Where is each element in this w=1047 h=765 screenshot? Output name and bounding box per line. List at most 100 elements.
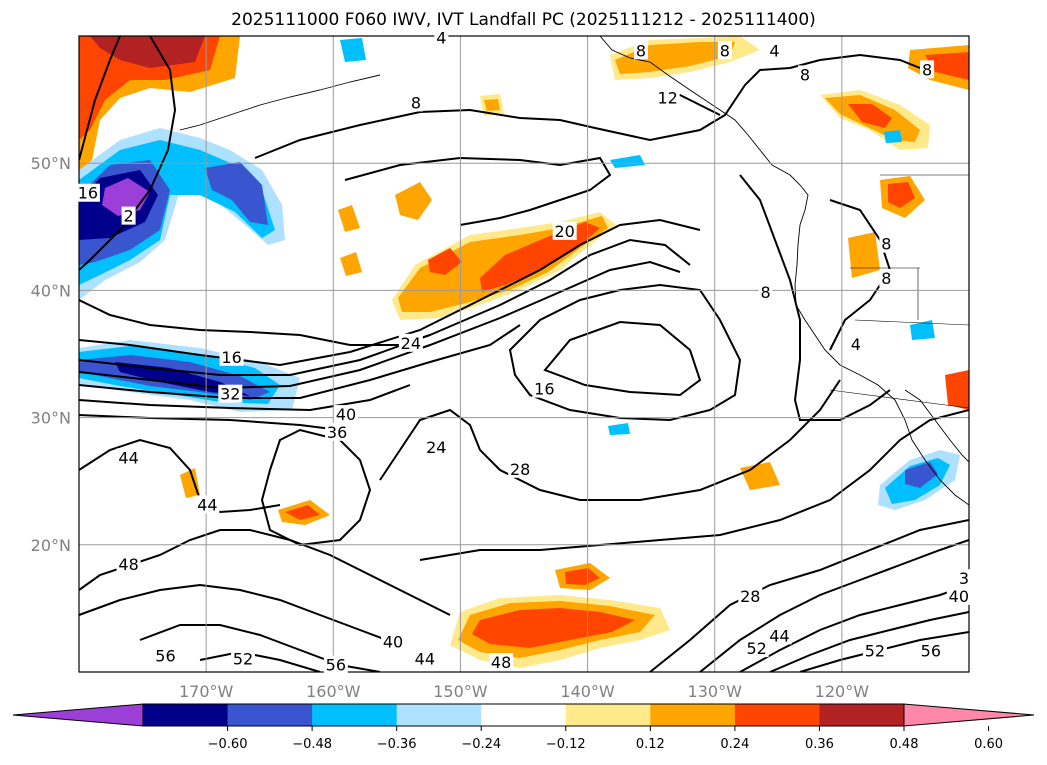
contour-28-south (419, 409, 969, 561)
contour-label: 40 (383, 633, 403, 652)
contour-label-bg (956, 569, 971, 588)
contour-label: 16 (221, 348, 241, 367)
contour-label-bg (920, 60, 935, 79)
contour-label-bg (738, 586, 763, 605)
contour-label: 4 (851, 335, 861, 354)
contour-52 (79, 583, 401, 646)
positive-patch-c1 (395, 182, 432, 220)
contour-label-bg (508, 459, 533, 478)
contour-label: 20 (555, 222, 575, 241)
contour-label: 8 (720, 41, 730, 60)
negative-dot-4 (910, 320, 935, 340)
contour-inner-oval (543, 320, 702, 397)
contour-label: 12 (657, 88, 677, 107)
contour-8-inner (344, 156, 612, 226)
contour-label: 2 (123, 207, 133, 226)
positive-band-south-3 (472, 608, 635, 648)
colorbar-swatch (227, 704, 313, 726)
lon-tick-label: 170°W (179, 682, 234, 701)
colorbar-swatch (312, 704, 398, 726)
lon-tick-label: 160°W (306, 682, 361, 701)
contour-24 (79, 238, 691, 376)
positive-patch-ne1c (848, 104, 892, 128)
contour-16-central (508, 283, 742, 422)
contour-label-bg (655, 88, 680, 107)
colorbar-swatch (143, 704, 229, 726)
contour-label: 28 (510, 460, 530, 479)
coastlines (179, 36, 969, 506)
contour-label: 40 (336, 405, 356, 424)
coastline-baja (894, 399, 969, 506)
contour-label-bg (153, 646, 178, 665)
lat-tick-label: 20°N (31, 536, 71, 555)
contour-label: 8 (922, 60, 932, 79)
contour-label: 56 (155, 647, 175, 666)
contour-label-bg (918, 641, 943, 660)
contour-label: 24 (426, 438, 446, 457)
contour-label: 52 (746, 639, 766, 658)
contour-label: 56 (326, 656, 346, 675)
contour-label: 52 (233, 649, 253, 668)
negative-dot-1 (610, 155, 645, 168)
positive-patch-ne5 (848, 232, 880, 278)
aleutian-islands (179, 74, 381, 131)
contour-label-bg (424, 438, 449, 457)
lon-tick-label: 120°W (815, 682, 870, 701)
colorbar-extend-low (12, 703, 144, 727)
colorbar: −0.60 −0.48 −0.36 −0.24 −0.12 0.12 0.24 0.36 0.4… (12, 703, 1035, 752)
contour-label-bg (532, 379, 557, 398)
contour-label: 8 (881, 269, 891, 288)
contour-label-bg (552, 221, 577, 240)
contour-16-west (79, 299, 431, 346)
contour-se-2 (769, 611, 969, 672)
contour-se-5 (649, 519, 969, 672)
contour-label-bg (116, 555, 141, 574)
contour-label-bg (633, 41, 648, 60)
contour-label-bg (381, 632, 406, 651)
positive-streak-ar-4 (428, 248, 462, 275)
contour-label-bg (121, 206, 136, 225)
coastline-california (795, 304, 896, 401)
contour-label-bg (195, 495, 220, 514)
contour-label-bg (323, 655, 348, 674)
colorbar-label: 0.36 (805, 737, 834, 752)
contour-label: 8 (800, 65, 810, 84)
colorbar-swatch (565, 704, 651, 726)
contour-label-bg (717, 41, 732, 60)
positive-patch-ne2b (925, 52, 969, 80)
positive-patch-s1b (565, 568, 600, 585)
contour-label: 56 (921, 642, 941, 661)
lon-tick-label: 140°W (560, 682, 615, 701)
colorbar-label: 0.48 (890, 737, 919, 752)
contour-label: 16 (534, 380, 554, 399)
positive-patch-ne6 (945, 370, 969, 410)
contour-label-bg (325, 422, 350, 441)
contour-36 (79, 384, 411, 412)
negative-dot-2 (608, 423, 630, 435)
coastline-gulf-ca (904, 389, 969, 463)
positive-patch-ne4b (888, 182, 915, 208)
contour-label-bg (434, 28, 449, 47)
figure-title: 2025111000 F060 IWV, IVT Landfall PC (20… (231, 10, 816, 30)
contour-60 (199, 650, 321, 672)
colorbar-swatch (819, 704, 905, 726)
colorbar-label: 0.12 (636, 737, 665, 752)
contour-se-4 (699, 539, 969, 672)
axis-tick-labels: 170°W 160°W 150°W 140°W 130°W 120°W 20°N 30°N 40… (31, 154, 870, 701)
contour-label: 8 (411, 93, 421, 112)
colorbar-label: 0.24 (720, 737, 749, 752)
contour-label: 8 (636, 41, 646, 60)
plot-frame (78, 35, 970, 673)
positive-anomaly-nw-peak (90, 36, 205, 68)
positive-patch-c3 (340, 252, 362, 276)
positive-patch-s2b (285, 505, 320, 520)
colorbar-swatch (481, 704, 567, 726)
colorbar-swatch (650, 704, 736, 726)
contour-west-edge (79, 36, 121, 161)
contour-se-1 (739, 584, 969, 672)
contours (79, 36, 969, 672)
contour-label: 52 (865, 642, 885, 661)
contour-label-bg (767, 41, 782, 60)
negative-anomaly-west-6 (205, 162, 268, 225)
contour-label-bg (797, 65, 812, 84)
